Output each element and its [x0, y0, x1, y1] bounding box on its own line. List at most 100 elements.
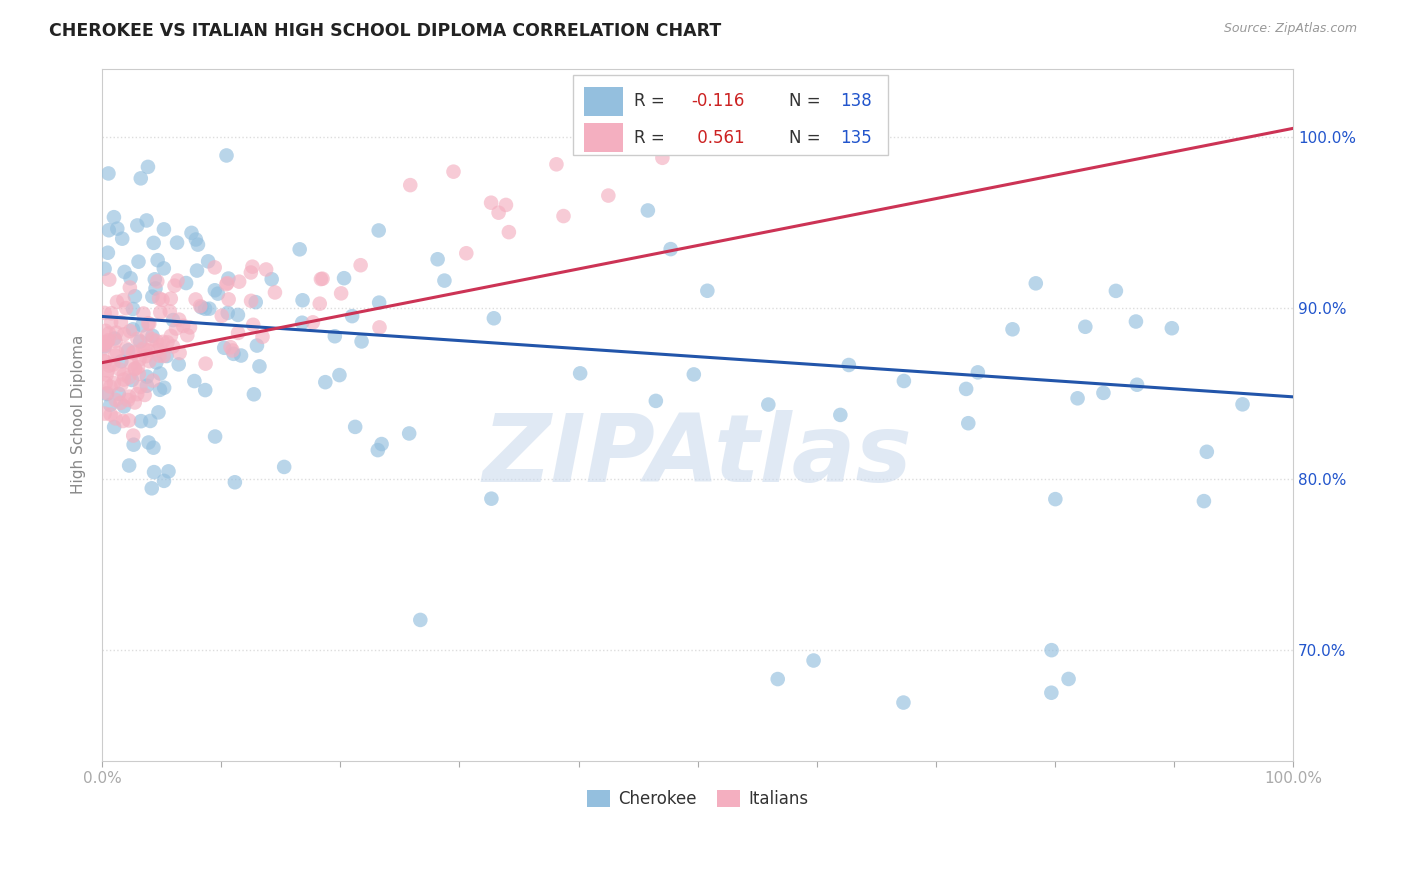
Point — [145, 355, 167, 369]
Bar — [585, 123, 623, 153]
Point — [222, 347, 245, 361]
Point — [129, 414, 152, 428]
Point — [456, 246, 478, 260]
Point — [97, 245, 120, 260]
Point — [141, 332, 163, 346]
Point — [183, 374, 205, 388]
Point — [546, 157, 568, 171]
Point — [1195, 444, 1218, 458]
Point — [104, 392, 127, 407]
Point — [162, 313, 184, 327]
Point — [229, 349, 252, 363]
Point — [167, 358, 190, 372]
Point — [127, 219, 149, 233]
Text: R =: R = — [634, 92, 665, 110]
Point — [153, 222, 176, 236]
Point — [246, 338, 269, 352]
Point — [194, 383, 217, 397]
Point — [803, 653, 825, 667]
Text: -0.116: -0.116 — [692, 92, 745, 110]
Point — [1057, 672, 1080, 686]
Point — [207, 286, 229, 301]
Point — [186, 263, 208, 277]
Point — [141, 481, 163, 495]
Point — [159, 304, 181, 318]
Point — [117, 343, 139, 358]
Point — [167, 312, 190, 326]
Point — [204, 260, 226, 275]
Point — [128, 254, 150, 268]
Point — [104, 334, 127, 348]
Point — [97, 326, 120, 341]
Point — [683, 112, 706, 127]
Point — [340, 309, 363, 323]
Point — [114, 265, 136, 279]
Point — [651, 151, 673, 165]
Point — [122, 301, 145, 316]
Point — [152, 293, 174, 307]
Point — [218, 293, 240, 307]
Point — [162, 339, 184, 353]
Point — [242, 318, 264, 332]
Point — [1126, 377, 1149, 392]
Point — [221, 343, 243, 358]
Point — [128, 352, 150, 367]
Point — [93, 341, 115, 355]
Bar — [585, 87, 623, 116]
Point — [245, 295, 267, 310]
FancyBboxPatch shape — [572, 76, 889, 155]
Point — [98, 379, 121, 393]
Point — [273, 459, 295, 474]
Point — [252, 330, 274, 344]
Point — [264, 285, 287, 300]
Point — [603, 133, 626, 147]
Point — [93, 407, 115, 421]
Point — [122, 322, 145, 336]
Point — [134, 343, 156, 357]
Point — [957, 416, 980, 430]
Point — [117, 392, 139, 407]
Point — [344, 420, 367, 434]
Point — [142, 441, 165, 455]
Point — [129, 334, 152, 349]
Point — [94, 324, 117, 338]
Text: Source: ZipAtlas.com: Source: ZipAtlas.com — [1223, 22, 1357, 36]
Text: 0.561: 0.561 — [692, 128, 744, 147]
Point — [105, 221, 128, 235]
Point — [1074, 319, 1097, 334]
Point — [100, 315, 122, 329]
Point — [1025, 277, 1047, 291]
Point — [637, 203, 659, 218]
Point — [124, 289, 146, 303]
Point — [105, 345, 128, 359]
Point — [134, 388, 156, 402]
Text: N =: N = — [789, 92, 821, 110]
Point — [696, 284, 718, 298]
Point — [93, 354, 115, 368]
Point — [314, 375, 336, 389]
Point — [204, 283, 226, 297]
Point — [157, 464, 180, 478]
Point — [100, 306, 122, 320]
Point — [228, 275, 250, 289]
Point — [838, 358, 860, 372]
Point — [152, 349, 174, 363]
Point — [291, 293, 314, 308]
Point — [112, 400, 135, 414]
Point — [682, 368, 704, 382]
Point — [141, 328, 163, 343]
Point — [131, 318, 153, 333]
Point — [254, 262, 277, 277]
Point — [138, 435, 160, 450]
Point — [149, 383, 172, 397]
Point — [112, 368, 135, 382]
Point — [308, 296, 330, 310]
Point — [194, 357, 217, 371]
Point — [121, 357, 143, 371]
Point — [311, 271, 333, 285]
Point — [1160, 321, 1182, 335]
Point — [105, 326, 128, 340]
Point — [97, 363, 120, 377]
Text: CHEROKEE VS ITALIAN HIGH SCHOOL DIPLOMA CORRELATION CHART: CHEROKEE VS ITALIAN HIGH SCHOOL DIPLOMA … — [49, 22, 721, 40]
Point — [129, 171, 152, 186]
